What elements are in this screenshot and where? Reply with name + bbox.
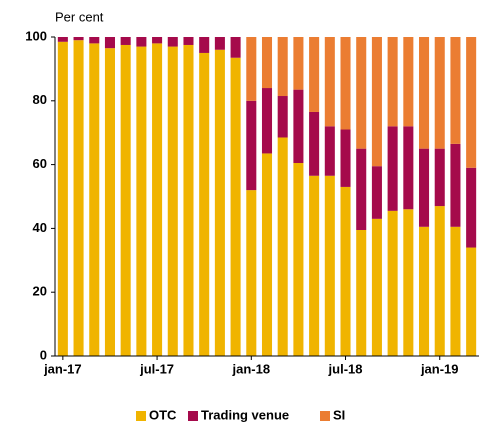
legend-label: Trading venue bbox=[201, 407, 289, 422]
bar-segment bbox=[450, 37, 461, 144]
bar-segment bbox=[356, 37, 367, 149]
bar-segment bbox=[356, 229, 367, 356]
bar-segment bbox=[57, 41, 68, 356]
bar-segment bbox=[419, 226, 430, 356]
bar-segment bbox=[293, 163, 304, 356]
x-tick-label: jul-17 bbox=[139, 361, 174, 376]
bar-segment bbox=[324, 126, 335, 176]
bar-segment bbox=[340, 186, 351, 356]
bar-segment bbox=[387, 126, 398, 211]
bar-segment bbox=[152, 43, 163, 356]
bar-segment bbox=[261, 37, 273, 89]
bar-segment bbox=[309, 175, 320, 356]
y-tick-label: 100 bbox=[25, 28, 47, 43]
bar-segment bbox=[419, 37, 430, 149]
legend-swatch bbox=[136, 411, 146, 421]
bar-segment bbox=[214, 49, 225, 356]
bar-segment bbox=[434, 206, 445, 356]
bar-segment bbox=[104, 37, 115, 49]
bar-segment bbox=[246, 190, 257, 356]
bar-segment bbox=[89, 43, 100, 356]
bar-segment bbox=[466, 37, 477, 168]
bar-segment bbox=[183, 37, 194, 45]
bar-segment bbox=[387, 37, 398, 127]
bar-segment bbox=[450, 143, 461, 227]
y-axis-label: Per cent bbox=[55, 9, 104, 24]
bar-segment bbox=[230, 37, 241, 58]
bar-segment bbox=[104, 48, 115, 356]
bar-segment bbox=[419, 148, 430, 227]
bar-segment bbox=[403, 37, 414, 127]
x-tick-label: jan-18 bbox=[232, 361, 271, 376]
bar-segment bbox=[214, 37, 225, 50]
bar-segment bbox=[261, 88, 273, 154]
bar-segment bbox=[246, 37, 257, 101]
bar-segment bbox=[199, 52, 210, 356]
bar-segment bbox=[277, 137, 288, 356]
bar-segment bbox=[293, 37, 304, 90]
bar-segment bbox=[167, 37, 178, 47]
x-tick-label: jan-19 bbox=[420, 361, 459, 376]
y-tick-label: 60 bbox=[33, 156, 47, 171]
bar-segment bbox=[120, 37, 131, 45]
x-tick-label: jul-18 bbox=[328, 361, 363, 376]
bar-segment bbox=[324, 175, 335, 356]
bar-segment bbox=[466, 247, 477, 356]
bar-segment bbox=[466, 167, 477, 248]
bar-segment bbox=[371, 37, 382, 167]
bar-segment bbox=[371, 218, 382, 356]
bar-segment bbox=[340, 37, 351, 130]
legend-swatch bbox=[188, 411, 198, 421]
bar-segment bbox=[152, 37, 163, 44]
y-tick-label: 40 bbox=[33, 220, 47, 235]
x-tick-label: jan-17 bbox=[43, 361, 82, 376]
bar-segment bbox=[356, 148, 367, 230]
bar-segment bbox=[183, 44, 194, 356]
bar-segment bbox=[324, 37, 335, 127]
bar-segment bbox=[450, 226, 461, 356]
bar-segment bbox=[230, 57, 241, 357]
bar-segment bbox=[403, 209, 414, 356]
bar-segment bbox=[167, 46, 178, 356]
legend-label: OTC bbox=[149, 407, 177, 422]
y-tick-label: 0 bbox=[40, 347, 47, 362]
bar-segment bbox=[387, 210, 398, 356]
bar-segment bbox=[403, 126, 414, 210]
bar-segment bbox=[293, 89, 304, 164]
bar-segment bbox=[136, 37, 147, 47]
y-tick-label: 80 bbox=[33, 92, 47, 107]
bar-segment bbox=[277, 96, 288, 138]
legend-swatch bbox=[320, 411, 330, 421]
bar-segment bbox=[136, 46, 147, 356]
bar-segment bbox=[371, 166, 382, 219]
bar-segment bbox=[309, 37, 320, 112]
bar-segment bbox=[199, 37, 210, 53]
bar-segment bbox=[434, 148, 445, 207]
y-tick-label: 20 bbox=[33, 284, 47, 299]
bar-segment bbox=[340, 129, 351, 187]
bar-segment bbox=[73, 40, 84, 356]
bar-segment bbox=[120, 44, 131, 356]
bar-segment bbox=[73, 37, 84, 41]
bar-segment bbox=[309, 111, 320, 176]
bar-segment bbox=[261, 153, 273, 356]
legend-label: SI bbox=[333, 407, 345, 422]
bar-segment bbox=[434, 37, 445, 149]
bar-segment bbox=[246, 100, 257, 191]
bar-segment bbox=[89, 37, 100, 44]
bar-segment bbox=[57, 37, 68, 42]
bar-segment bbox=[277, 37, 288, 97]
